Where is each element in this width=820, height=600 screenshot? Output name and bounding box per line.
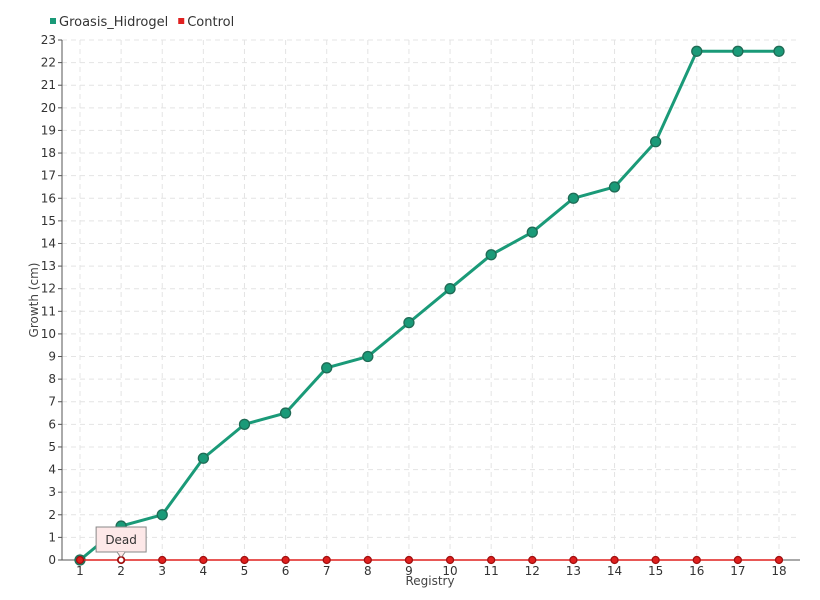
y-tick-label: 6 [48,417,56,431]
y-tick-label: 5 [48,440,56,454]
y-tick-label: 21 [41,78,56,92]
x-axis-title: Registry [405,574,454,588]
y-tick-label: 12 [41,282,56,296]
legend: Groasis_Hidrogel Control [50,15,234,30]
x-tick-label: 8 [364,564,372,578]
data-point[interactable] [774,555,784,565]
x-tick-label: 17 [730,564,745,578]
data-point[interactable] [322,555,331,565]
x-tick-label: 9 [405,564,413,578]
axes [61,40,800,561]
x-tick-label: 16 [689,564,704,578]
y-tick-label: 18 [41,146,56,160]
data-point[interactable] [608,181,621,193]
data-point[interactable] [444,283,456,295]
y-tick-label: 8 [48,372,56,386]
legend-label: Groasis_Hidrogel [59,15,168,30]
data-point[interactable] [485,249,497,261]
data-point[interactable] [156,509,168,521]
legend-swatch [50,18,56,24]
data-point[interactable] [610,555,619,565]
y-tick-label: 2 [48,508,56,522]
data-point[interactable] [158,555,167,565]
x-tick-label: 6 [282,564,290,578]
y-tick-label: 9 [48,350,56,364]
x-axis-ticks: 1 2 3 4 5 6 7 8 9 10 11 12 13 14 15 16 17 18 [76,560,787,578]
y-tick-label: 15 [41,214,56,228]
x-tick-label: 10 [442,564,457,578]
data-point[interactable] [569,555,578,565]
x-tick-label: 5 [241,564,249,578]
data-point[interactable] [528,555,537,565]
data-point[interactable] [691,45,703,57]
grid-lines [62,39,800,560]
data-point[interactable] [651,555,660,565]
data-point[interactable] [279,407,292,419]
y-tick-label: 7 [48,395,56,409]
data-point[interactable] [567,192,580,204]
y-tick-label: 14 [41,236,56,250]
y-tick-label: 20 [41,101,56,115]
series-layer [74,45,785,566]
y-tick-label: 16 [41,191,56,205]
data-point[interactable] [240,555,249,565]
data-point[interactable] [733,555,743,565]
x-tick-label: 12 [525,564,540,578]
data-point[interactable] [692,555,701,565]
series-line [79,49,779,562]
data-point[interactable] [362,350,374,363]
series-control [75,555,784,565]
x-tick-label: 7 [323,564,331,578]
annotation-layer: Dead [95,526,147,564]
y-tick-label: 10 [41,327,56,341]
legend-swatch [178,18,185,24]
x-tick-label: 11 [484,564,499,578]
x-tick-label: 2 [117,564,125,578]
data-point[interactable] [487,555,496,565]
y-tick-label: 1 [48,530,56,544]
data-point[interactable] [404,555,414,565]
data-point[interactable] [199,555,208,565]
data-point[interactable] [238,418,251,430]
x-tick-label: 4 [200,564,208,578]
tooltip: Dead [95,526,147,564]
x-tick-label: 3 [158,564,166,578]
y-tick-label: 0 [48,553,56,567]
y-tick-label: 4 [48,463,56,477]
data-point[interactable] [445,555,455,565]
data-point[interactable] [197,452,210,464]
tooltip-label: Dead [105,533,137,547]
data-point[interactable] [75,555,85,565]
data-point[interactable] [363,555,372,565]
y-tick-label: 3 [48,485,56,499]
y-tick-label: 17 [41,169,56,183]
data-point[interactable] [526,226,538,238]
data-point[interactable] [773,45,785,57]
y-tick-label: 11 [41,304,56,318]
x-tick-label: 14 [607,564,622,578]
data-point[interactable] [403,316,415,329]
data-point[interactable] [281,555,290,565]
legend-label: Control [187,15,234,30]
data-point[interactable] [732,45,744,57]
y-tick-label: 22 [41,56,56,70]
legend-item[interactable]: Control [178,15,234,30]
highlighted-point [117,556,125,564]
y-tick-label: 23 [41,33,56,47]
tooltip-box [95,526,147,553]
y-tick-label: 19 [41,123,56,137]
y-axis-title: Growth (cm) [27,263,41,338]
x-tick-label: 15 [648,564,663,578]
data-point[interactable] [321,362,333,374]
y-tick-label: 13 [41,259,56,273]
legend-item[interactable]: Groasis_Hidrogel [50,15,168,30]
data-point[interactable] [649,136,662,148]
x-tick-label: 18 [771,564,786,578]
x-tick-label: 1 [76,564,84,578]
x-tick-label: 13 [566,564,581,578]
series-groasis_hidrogel [74,45,785,566]
